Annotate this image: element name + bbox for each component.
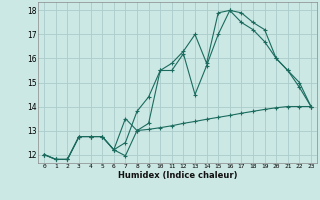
X-axis label: Humidex (Indice chaleur): Humidex (Indice chaleur) [118, 171, 237, 180]
